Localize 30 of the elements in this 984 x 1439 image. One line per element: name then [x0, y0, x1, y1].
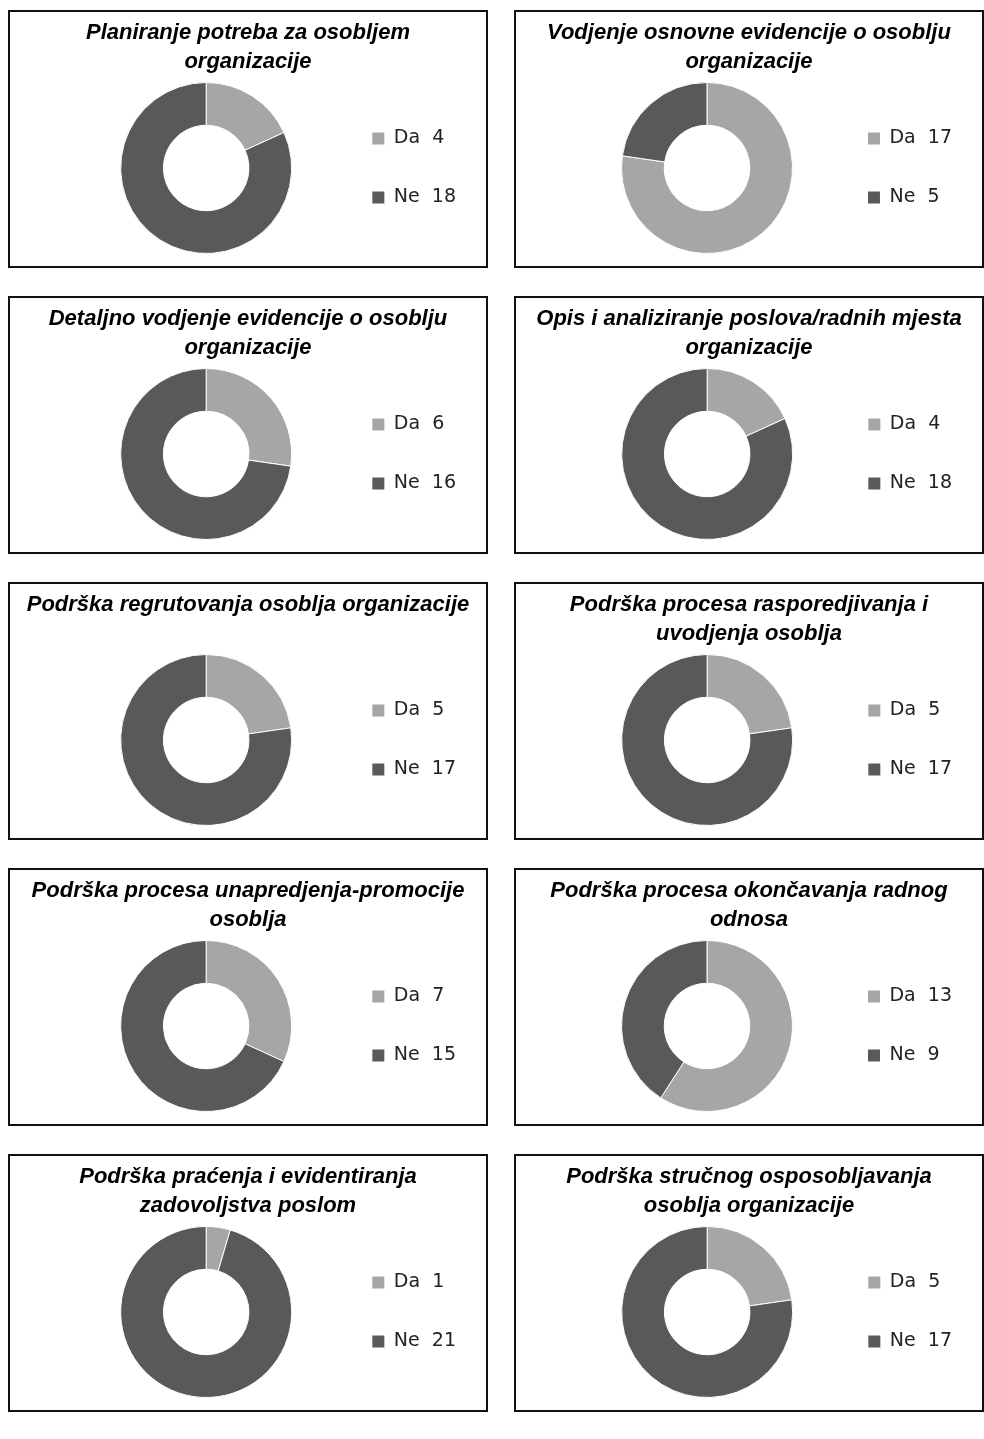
chart-title: Podrška stručnog osposobljavanja osoblja organizacije [565, 1162, 933, 1219]
legend-label: Ne 18 [889, 470, 953, 493]
legend-label: Ne 17 [393, 756, 457, 779]
legend-label: Ne 17 [889, 756, 953, 779]
legend-label: Da 5 [889, 1269, 941, 1292]
legend-label: Ne 16 [393, 470, 457, 493]
legend-label: Da 17 [889, 125, 952, 148]
legend-label: Da 6 [393, 411, 445, 434]
legend-label: Da 4 [393, 125, 445, 148]
legend-label: Ne 17 [889, 1328, 953, 1351]
legend-label: Da 1 [393, 1269, 445, 1292]
chart-title: Vodjenje osnovne evidencije o osoblju organizacije [546, 18, 952, 75]
chart-title: Podrška praćenja i evidentiranja zadovoljstva poslom [78, 1162, 418, 1219]
legend-label: Da 5 [889, 697, 941, 720]
legend-label: Ne 21 [393, 1328, 457, 1351]
chart-title: Planiranje potreba za osobljem organizacije [85, 18, 411, 75]
chart-title: Podrška procesa rasporedjivanja i uvodjenja osoblja [568, 590, 930, 647]
legend-label: Ne 18 [393, 184, 457, 207]
legend-label: Da 13 [889, 983, 952, 1006]
chart-title: Podrška procesa unapredjenja-promocije osoblja [30, 876, 466, 933]
chart-title: Opis i analiziranje poslova/radnih mjesta organizacije [535, 304, 963, 361]
chart-title: Detaljno vodjenje evidencije o osoblju organizacije [47, 304, 449, 361]
legend-label: Ne 5 [889, 184, 940, 207]
legend-label: Ne 15 [393, 1042, 457, 1065]
legend-label: Da 5 [393, 697, 445, 720]
legend-label: Ne 9 [889, 1042, 940, 1065]
chart-title: Podrška procesa okončavanja radnog odnosa [549, 876, 949, 933]
chart-title: Podrška regrutovanja osoblja organizacije [25, 590, 471, 618]
legend-label: Da 7 [393, 983, 445, 1006]
legend-label: Da 4 [889, 411, 941, 434]
